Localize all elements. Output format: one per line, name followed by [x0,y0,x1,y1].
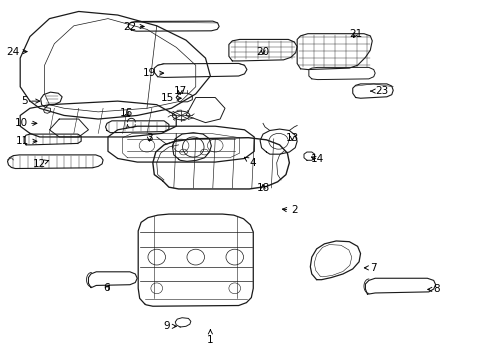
Text: 6: 6 [103,283,110,293]
Text: 7: 7 [364,263,376,273]
Text: 15: 15 [160,93,181,103]
Text: 20: 20 [256,46,269,57]
Text: 22: 22 [123,22,144,32]
Text: 19: 19 [142,68,163,78]
Text: 4: 4 [244,157,256,168]
Text: 23: 23 [370,86,387,96]
Text: 24: 24 [6,46,27,57]
Text: 8: 8 [427,284,439,294]
Text: 13: 13 [285,133,298,143]
Text: 21: 21 [348,29,362,39]
Text: 9: 9 [163,321,176,331]
Text: 18: 18 [256,183,269,193]
Text: 5: 5 [21,96,40,106]
Text: 3: 3 [146,133,152,143]
Text: 14: 14 [310,154,323,164]
Text: 17: 17 [173,86,186,96]
Text: 16: 16 [120,108,133,118]
Text: 1: 1 [206,330,213,345]
Text: 10: 10 [14,118,37,128]
Text: 11: 11 [16,136,37,146]
Text: 2: 2 [282,206,297,216]
Text: 12: 12 [32,159,49,169]
